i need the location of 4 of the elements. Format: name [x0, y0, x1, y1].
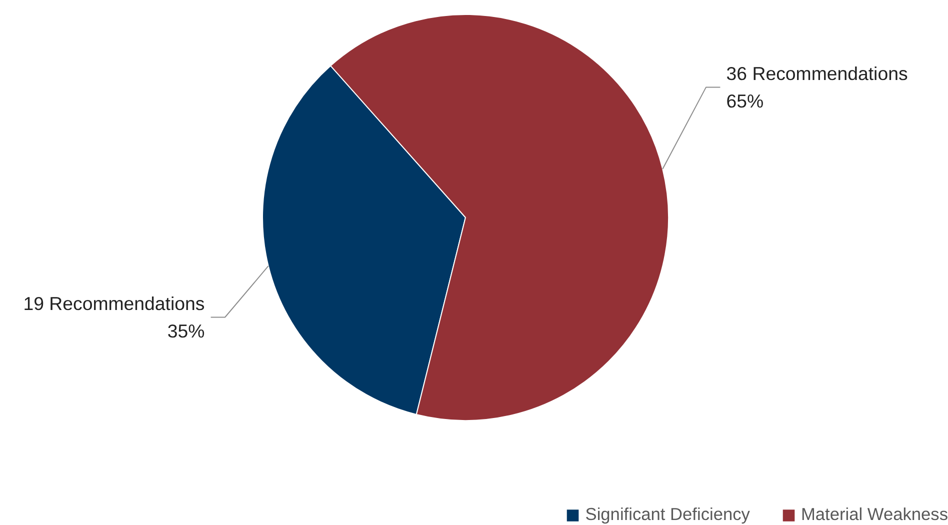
legend-label: Material Weakness: [800, 504, 948, 525]
data-label: 19 Recommendations 35%: [23, 293, 205, 342]
data-label: 36 Recommendations 65%: [726, 63, 908, 112]
legend-label: Significant Deficiency: [585, 504, 750, 525]
